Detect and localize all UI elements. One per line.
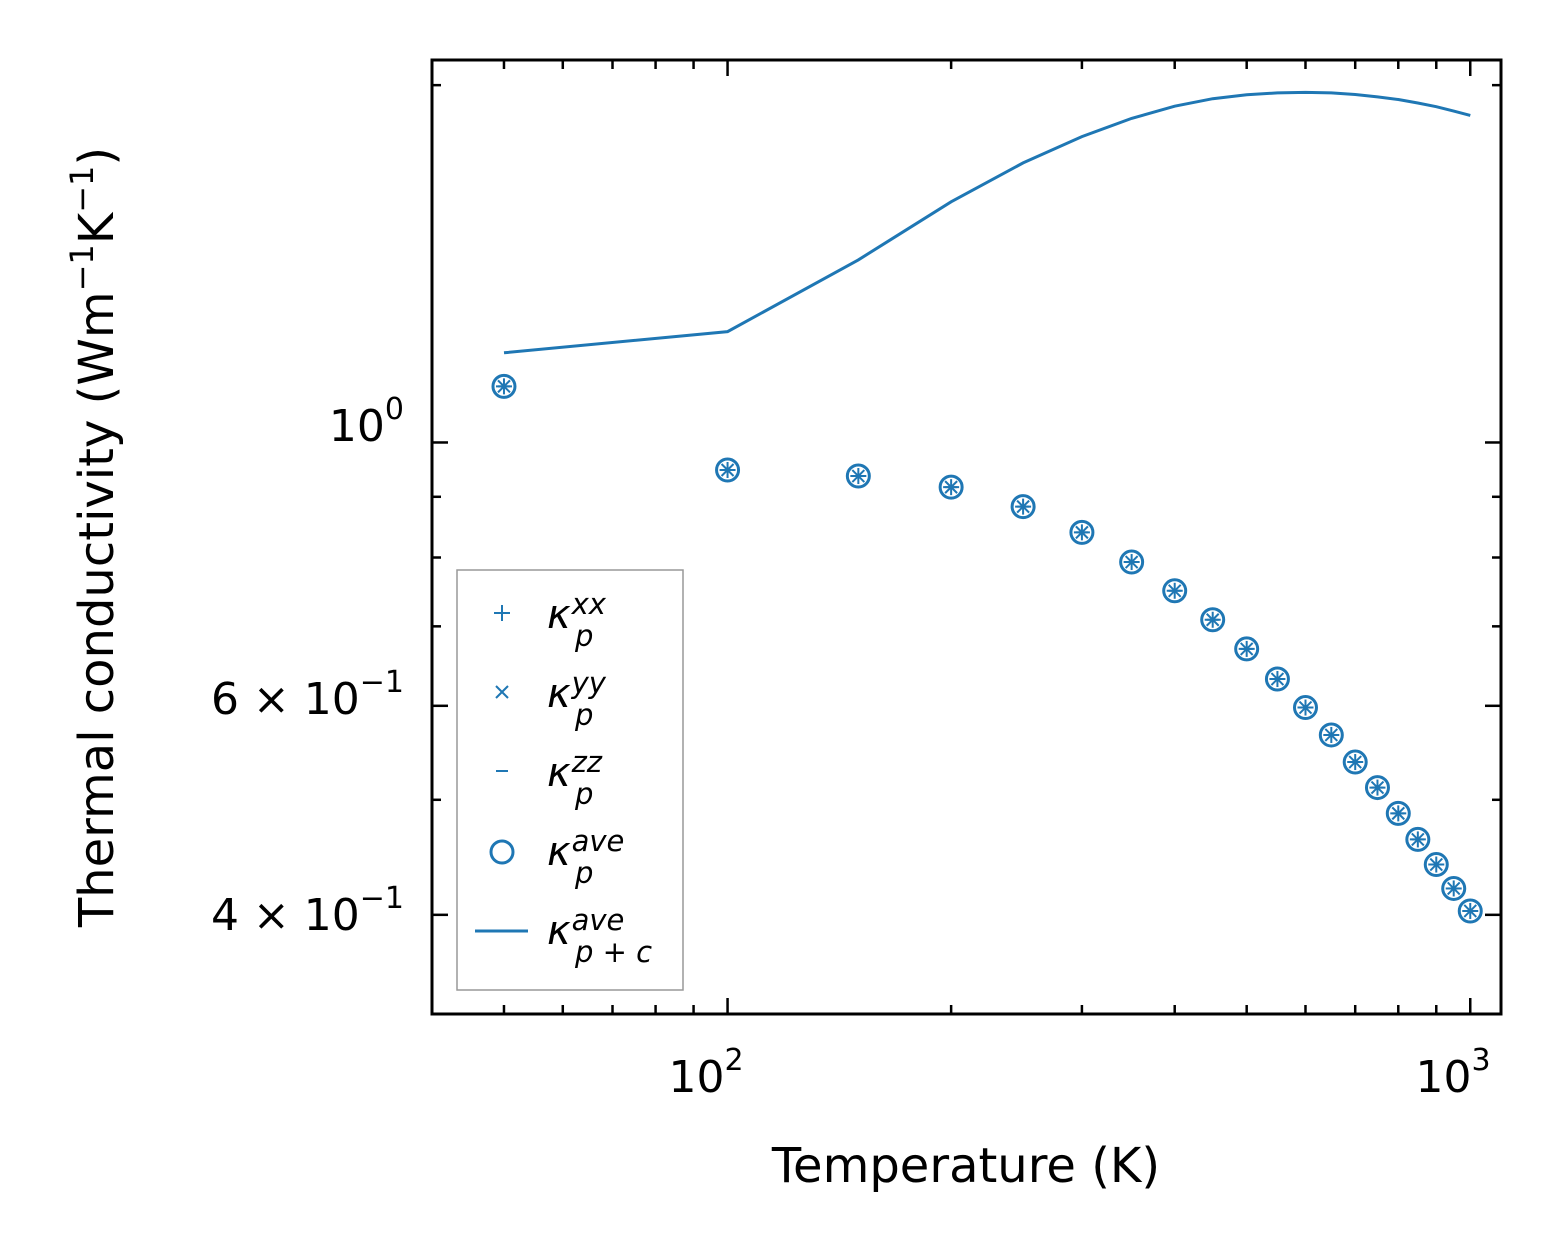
point-circle-150: [845, 463, 871, 489]
y-axis-label: Thermal conductivity (Wm−1K−1): [63, 147, 125, 928]
legend-marker-plus: [494, 605, 510, 621]
point-circle-800: [1385, 800, 1411, 826]
y-axis-label-exp-1: −1: [63, 244, 101, 291]
point-circle-850: [1405, 826, 1431, 852]
point-circle-450: [1200, 607, 1226, 633]
legend-marker-circle: [489, 839, 515, 865]
legend-label-kpc-ave: κave p + c: [547, 903, 652, 969]
point-circle-700: [1342, 749, 1368, 775]
y-tick-label-0.4: 4 × 10−1: [211, 881, 404, 941]
point-circle-50: [491, 373, 517, 399]
legend-label-kxx: κxx p: [547, 587, 607, 653]
point-circle-550: [1264, 666, 1290, 692]
y-tick-label-1: 100: [329, 392, 404, 452]
legend-label-kzz: κzz p: [547, 745, 603, 811]
plot-frame: [430, 58, 1503, 1016]
legend-marker-x: [495, 685, 509, 699]
series-markers: [491, 373, 1483, 924]
x-tick-label-1000: 103: [1415, 1043, 1490, 1103]
series-line-kpc-ave: [503, 90, 1471, 355]
point-circle-950: [1441, 875, 1467, 901]
point-circle-400: [1162, 578, 1188, 604]
point-circle-500: [1234, 636, 1260, 662]
point-circle-350: [1119, 549, 1145, 575]
x-tick-label-100: 102: [668, 1043, 743, 1103]
point-circle-250: [1010, 494, 1036, 520]
x-axis-label: Temperature (K): [771, 1138, 1160, 1194]
series-lines: [503, 90, 1471, 355]
point-circle-200: [938, 474, 964, 500]
y-axis-label-unit-k: K: [69, 211, 125, 244]
legend-markers: [475, 605, 528, 933]
point-circle-750: [1364, 775, 1390, 801]
legend: κxx p κyy p κzz p κave p κave p + c: [456, 569, 684, 991]
point-circle-650: [1318, 722, 1344, 748]
point-circle-300: [1069, 519, 1095, 545]
y-tick-label-0.6: 6 × 10−1: [211, 665, 404, 725]
legend-label-kave: κave p: [547, 824, 624, 890]
y-axis-label-exp-2: −1: [63, 166, 101, 213]
legend-box: [456, 569, 684, 991]
point-circle-100: [715, 457, 741, 483]
legend-label-kyy: κyy p: [547, 666, 607, 732]
point-circle-900: [1423, 852, 1449, 878]
point-circle-1000: [1457, 898, 1483, 924]
point-circle-600: [1292, 695, 1318, 721]
